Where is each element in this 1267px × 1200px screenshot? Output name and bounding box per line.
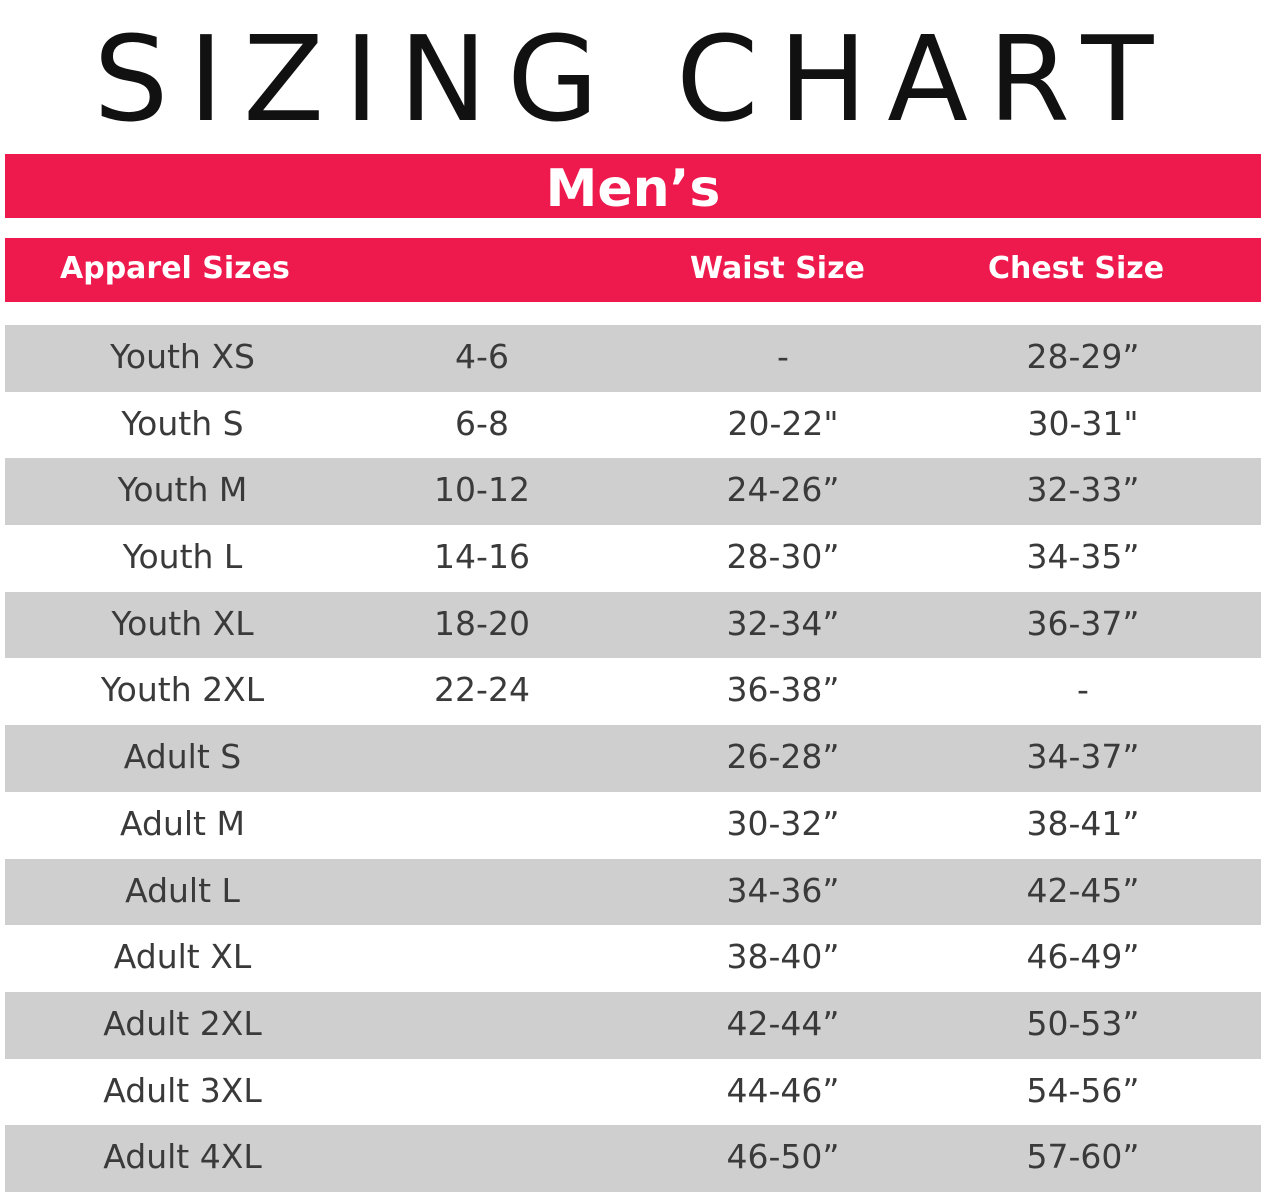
header-apparel-sizes: Apparel Sizes xyxy=(60,251,290,286)
size-cell: Adult 2XL xyxy=(103,1003,262,1043)
chest-cell: 46-49” xyxy=(1026,937,1140,977)
waist-cell: 34-36” xyxy=(726,870,840,910)
chest-cell: 38-41” xyxy=(1026,803,1140,843)
table-row: Youth S 6-8 20-22" 30-31" xyxy=(5,391,1261,459)
waist-cell: 24-26” xyxy=(726,470,840,510)
chest-cell: 50-53” xyxy=(1026,1003,1140,1043)
chest-cell: - xyxy=(1077,670,1089,710)
size-cell: Adult S xyxy=(123,737,242,777)
chest-cell: 42-45” xyxy=(1026,870,1140,910)
table-row: Adult S 26-28” 34-37” xyxy=(5,725,1261,792)
size-cell: Youth XS xyxy=(110,337,255,376)
numeric-size-cell: 4-6 xyxy=(455,337,509,376)
table-row: Youth L 14-16 28-30” 34-35” xyxy=(5,525,1261,592)
table-row: Youth M 10-12 24-26” 32-33” xyxy=(5,458,1261,526)
table-row: Youth XL 18-20 32-34” 36-37” xyxy=(5,591,1261,659)
waist-cell: 32-34” xyxy=(726,603,840,643)
size-cell: Adult M xyxy=(120,803,245,843)
numeric-size-cell: 6-8 xyxy=(455,403,509,443)
chest-cell: 34-35” xyxy=(1026,537,1140,577)
table-row: Youth XS 4-6 - 28-29” xyxy=(5,325,1261,392)
waist-cell: 30-32” xyxy=(726,803,840,843)
numeric-size-cell: 14-16 xyxy=(434,537,530,577)
chest-cell: 34-37” xyxy=(1026,737,1140,777)
chest-cell: 54-56” xyxy=(1026,1070,1140,1110)
size-cell: Youth L xyxy=(122,537,243,577)
size-table: Youth XS 4-6 - 28-29” Youth S 6-8 20-22"… xyxy=(5,325,1261,1192)
table-row: Adult 2XL 42-44” 50-53” xyxy=(5,991,1261,1059)
table-row: Adult M 30-32” 38-41” xyxy=(5,791,1261,859)
waist-cell: 28-30” xyxy=(726,537,840,577)
waist-cell: 44-46” xyxy=(726,1070,840,1110)
size-cell: Youth 2XL xyxy=(100,670,265,710)
waist-cell: 36-38” xyxy=(726,670,840,710)
size-cell: Adult 4XL xyxy=(103,1137,262,1177)
size-cell: Youth S xyxy=(121,403,244,443)
header-waist-size: Waist Size xyxy=(690,251,865,286)
waist-cell: 26-28” xyxy=(726,737,840,777)
table-row: Youth 2XL 22-24 36-38” - xyxy=(5,658,1261,726)
table-row: Adult L 34-36” 42-45” xyxy=(5,858,1261,926)
table-row: Adult 4XL 46-50” 57-60” xyxy=(5,1125,1261,1192)
table-row: Adult XL 38-40” 46-49” xyxy=(5,925,1261,992)
size-cell: Adult XL xyxy=(113,937,252,977)
size-cell: Adult L xyxy=(125,870,240,910)
chest-cell: 30-31" xyxy=(1027,403,1139,443)
chest-cell: 36-37” xyxy=(1026,603,1140,643)
numeric-size-cell: 22-24 xyxy=(434,670,530,710)
numeric-size-cell: 10-12 xyxy=(434,470,530,510)
size-cell: Youth XL xyxy=(111,603,254,643)
chest-cell: 28-29” xyxy=(1026,337,1140,376)
chest-cell: 57-60” xyxy=(1026,1137,1140,1177)
waist-cell: 42-44” xyxy=(726,1003,840,1043)
waist-cell: - xyxy=(777,337,789,376)
numeric-size-cell: 18-20 xyxy=(434,603,530,643)
size-cell: Adult 3XL xyxy=(103,1070,262,1110)
page-title: SIZING CHART xyxy=(93,10,1174,148)
waist-cell: 46-50” xyxy=(726,1137,840,1177)
chest-cell: 32-33” xyxy=(1026,470,1140,510)
table-header: Apparel Sizes Waist Size Chest Size xyxy=(5,238,1261,302)
table-row: Adult 3XL 44-46” 54-56” xyxy=(5,1058,1261,1126)
header-chest-size: Chest Size xyxy=(988,251,1165,286)
waist-cell: 20-22" xyxy=(727,403,839,443)
section-title: Men’s xyxy=(5,154,1261,219)
waist-cell: 38-40” xyxy=(726,937,840,977)
size-cell: Youth M xyxy=(117,470,248,510)
